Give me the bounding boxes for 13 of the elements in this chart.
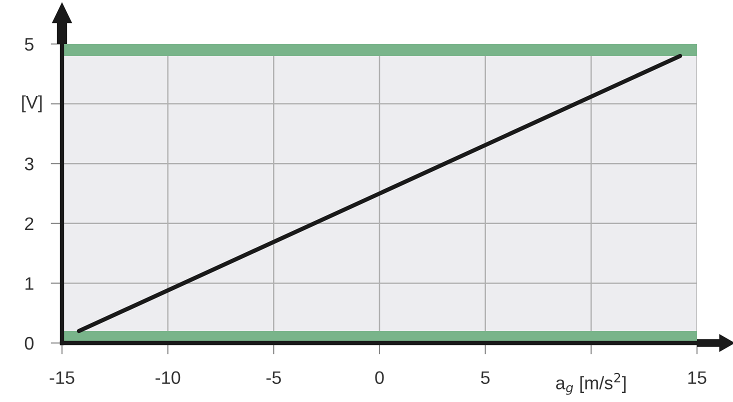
y-tick-label: 2 — [25, 217, 34, 230]
y-tick-label: 1 — [26, 277, 34, 290]
y-axis-title: [V] — [22, 95, 42, 112]
y-tick-label: 0 — [24, 336, 34, 350]
x-tick-label: -5 — [266, 371, 281, 384]
y-tick-label: 5 — [24, 38, 34, 51]
x-tick-label: -10 — [156, 371, 180, 384]
y-tick-label: 3 — [24, 158, 34, 170]
x-axis-title: a$_{g}$ [m/s$^{2}$] — [556, 372, 626, 395]
x-tick-label: 15 — [688, 371, 706, 384]
x-tick-label: 5 — [481, 371, 490, 384]
x-tick-label: -15 — [50, 371, 74, 384]
x-tick-label: 0 — [375, 371, 384, 384]
